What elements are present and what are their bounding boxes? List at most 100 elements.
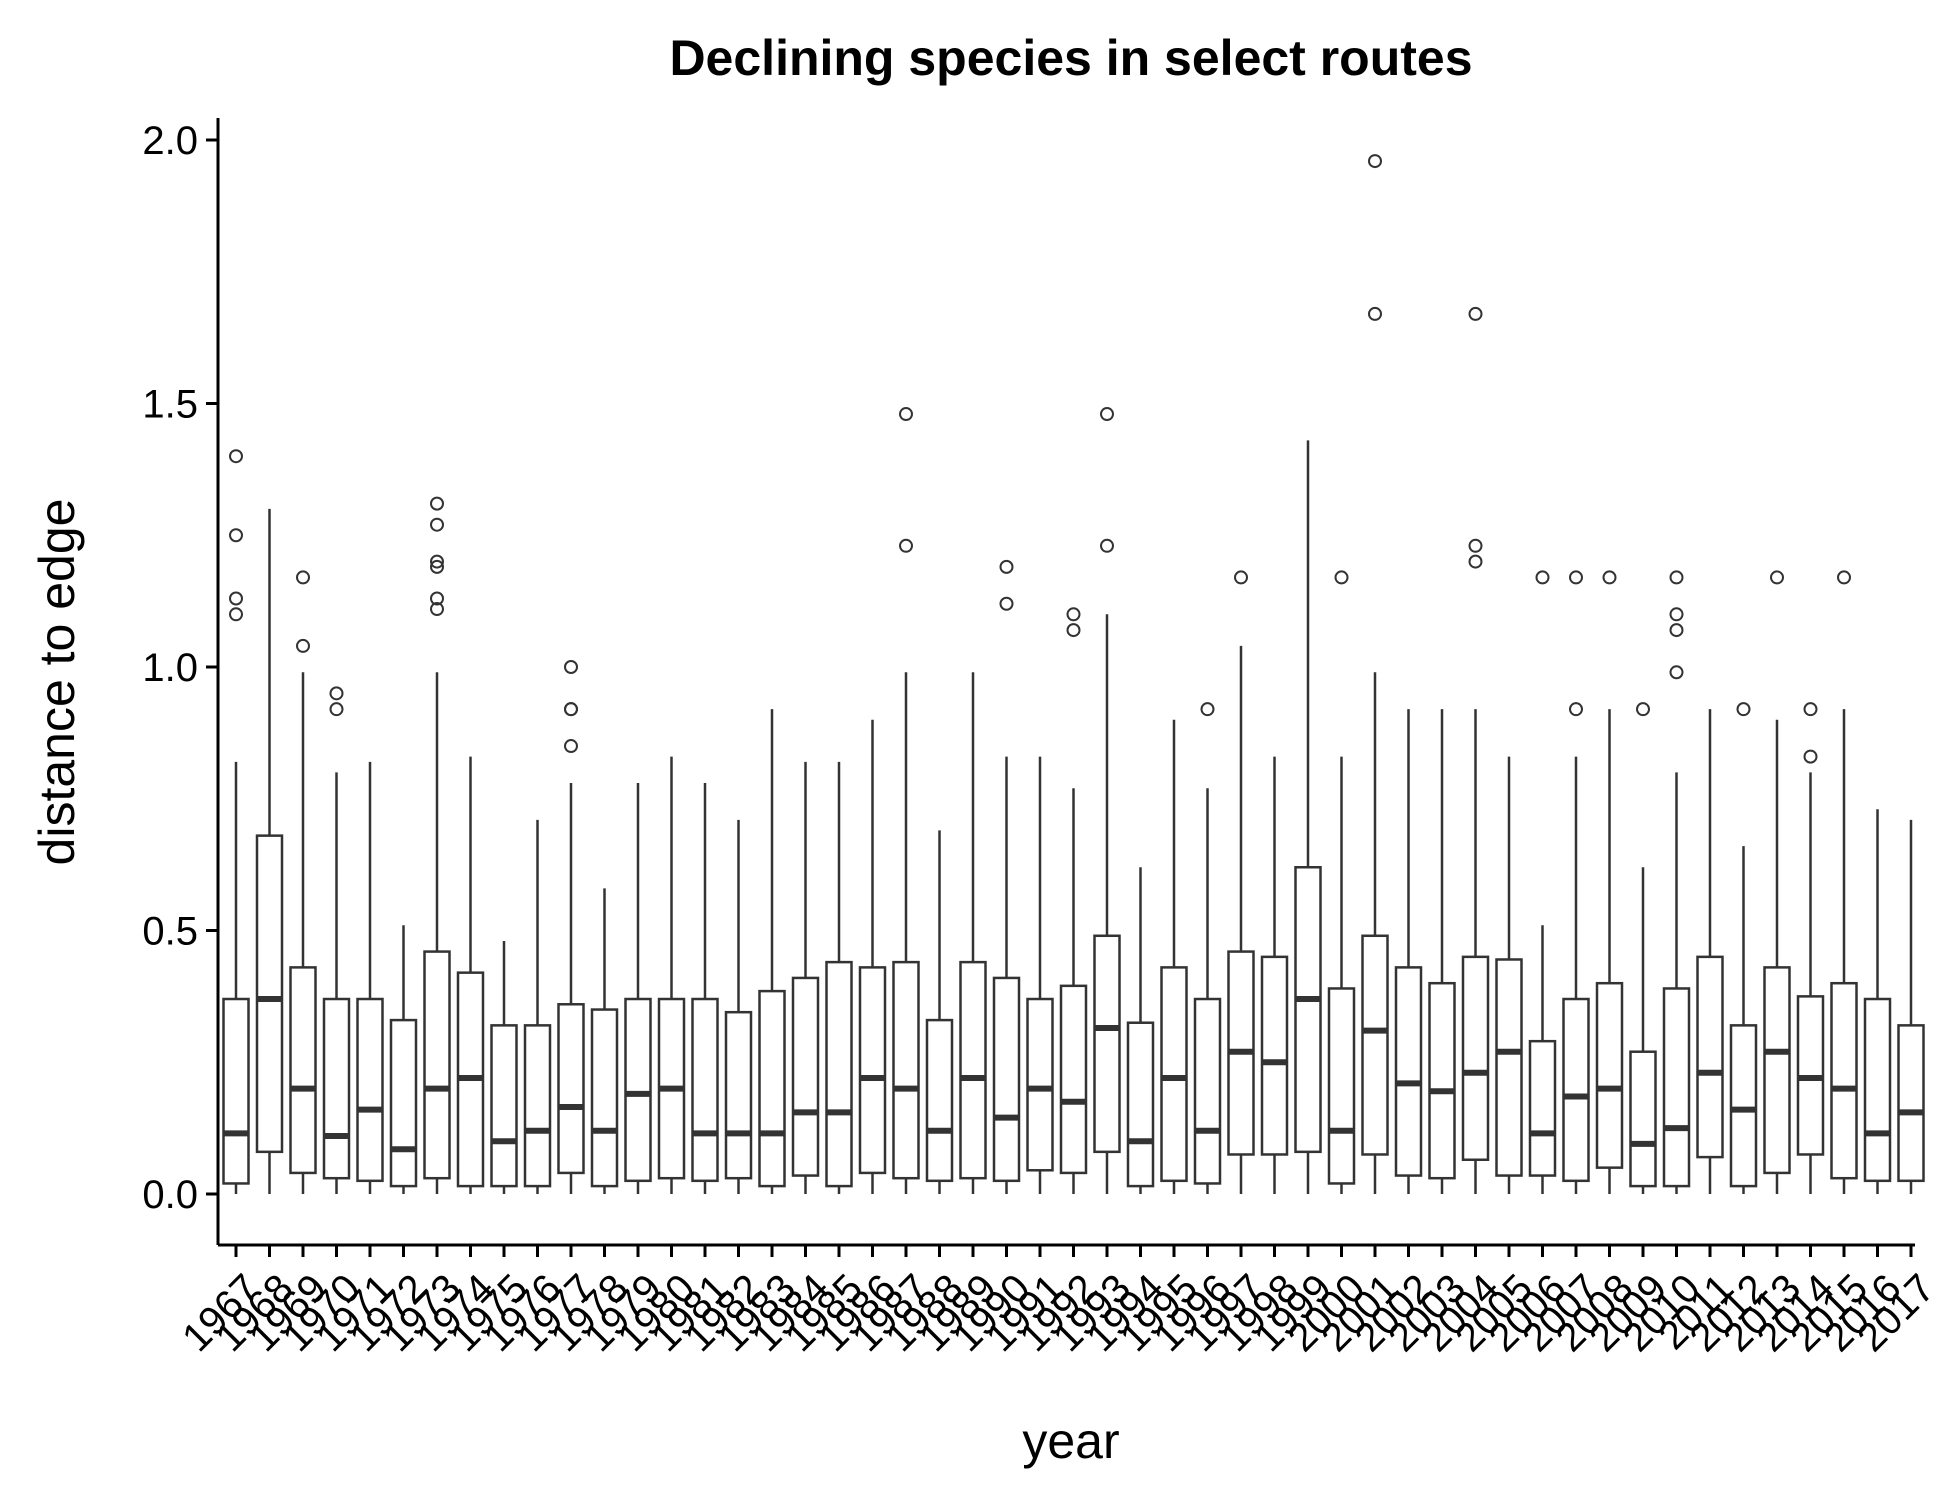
outlier-point — [1535, 570, 1550, 585]
outlier-point — [899, 407, 913, 422]
outlier-point — [229, 591, 243, 606]
outlier-point — [1669, 607, 1684, 622]
box-2005 — [1495, 958, 1523, 1177]
box-1992 — [1059, 984, 1088, 1175]
box-1998 — [1260, 955, 1289, 1156]
y-tick-label: 0.0 — [142, 1173, 198, 1217]
outlier-point — [329, 686, 344, 701]
box-1988 — [925, 1018, 954, 1183]
box-1984 — [791, 976, 820, 1177]
outlier-point — [229, 449, 243, 464]
box-2010 — [1662, 987, 1691, 1188]
outlier-point — [1736, 702, 1751, 717]
box-1994 — [1126, 1021, 1155, 1188]
box-1981 — [691, 997, 719, 1183]
y-tick-label: 0.5 — [142, 910, 198, 954]
outlier-point — [1368, 306, 1382, 321]
outlier-point — [999, 596, 1014, 611]
outlier-point — [296, 570, 310, 585]
outlier-point — [1669, 623, 1684, 638]
plot-area: 0.00.51.01.52.01967196819691970197119721… — [142, 118, 1943, 1360]
outlier-point — [1669, 665, 1684, 680]
box-2002 — [1394, 966, 1423, 1177]
outlier-point — [1569, 702, 1583, 717]
box-2001 — [1361, 934, 1389, 1156]
outlier-point — [1803, 702, 1818, 717]
box-2015 — [1830, 981, 1858, 1180]
y-axis-label: distance to edge — [29, 499, 85, 866]
box-1990 — [992, 976, 1021, 1183]
outlier-point — [1066, 623, 1081, 638]
outlier-point — [1569, 570, 1583, 585]
outlier-point — [1468, 554, 1483, 569]
outlier-point — [1100, 407, 1114, 422]
box-1973 — [423, 950, 451, 1180]
outlier-point — [999, 559, 1014, 574]
box-2004 — [1461, 955, 1490, 1161]
outlier-point — [229, 528, 243, 543]
outlier-point — [430, 559, 444, 574]
box-2008 — [1595, 981, 1624, 1169]
box-1983 — [758, 989, 786, 1188]
box-1969 — [289, 966, 317, 1175]
outlier-point — [430, 554, 444, 569]
outlier-point — [430, 517, 444, 532]
outlier-point — [1368, 154, 1382, 169]
box-1970 — [322, 997, 351, 1180]
outlier-point — [1234, 570, 1248, 585]
box-1968 — [255, 834, 284, 1154]
outlier-point — [1468, 306, 1483, 321]
outlier-point — [430, 496, 444, 511]
box-1975 — [490, 1024, 518, 1188]
box-2006 — [1528, 1039, 1557, 1177]
chart-title: Declining species in select routes — [669, 30, 1472, 86]
outlier-point — [329, 702, 344, 717]
outlier-point — [1837, 570, 1851, 585]
box-1995 — [1160, 966, 1188, 1183]
box-2017 — [1897, 1024, 1925, 1183]
outlier-point — [1100, 538, 1114, 553]
outlier-point — [1334, 570, 1349, 585]
box-2000 — [1327, 987, 1356, 1185]
box-2011 — [1696, 955, 1724, 1159]
outlier-point — [564, 702, 578, 717]
outlier-point — [1669, 570, 1684, 585]
outlier-point — [296, 638, 310, 653]
outlier-point — [1803, 749, 1818, 764]
box-1982 — [724, 1010, 753, 1180]
box-1985 — [825, 960, 853, 1188]
box-1972 — [389, 1018, 418, 1188]
outlier-point — [229, 607, 243, 622]
box-1996 — [1193, 997, 1222, 1185]
outlier-point — [899, 538, 913, 553]
outlier-point — [564, 660, 578, 674]
outlier-point — [1200, 702, 1215, 717]
box-1976 — [523, 1024, 552, 1188]
box-2013 — [1763, 966, 1791, 1175]
box-1986 — [858, 966, 887, 1175]
outlier-point — [1468, 538, 1483, 553]
box-1989 — [959, 960, 987, 1180]
outlier-point — [564, 739, 578, 754]
box-1967 — [222, 997, 250, 1185]
box-1991 — [1026, 997, 1054, 1172]
box-2009 — [1629, 1050, 1657, 1188]
box-1971 — [356, 997, 384, 1183]
box-2016 — [1863, 997, 1892, 1183]
outlier-point — [1602, 570, 1617, 585]
outlier-point — [1770, 570, 1784, 585]
outlier-point — [430, 602, 444, 617]
box-2012 — [1729, 1024, 1758, 1188]
outlier-point — [1066, 607, 1081, 622]
box-1978 — [590, 1008, 619, 1188]
box-1999 — [1294, 866, 1322, 1154]
box-1993 — [1093, 934, 1121, 1154]
y-tick-label: 1.0 — [142, 646, 198, 690]
outlier-point — [430, 591, 444, 606]
y-tick-label: 2.0 — [142, 119, 198, 163]
outlier-point — [1636, 702, 1650, 717]
y-tick-label: 1.5 — [142, 383, 198, 427]
box-1987 — [892, 960, 920, 1180]
